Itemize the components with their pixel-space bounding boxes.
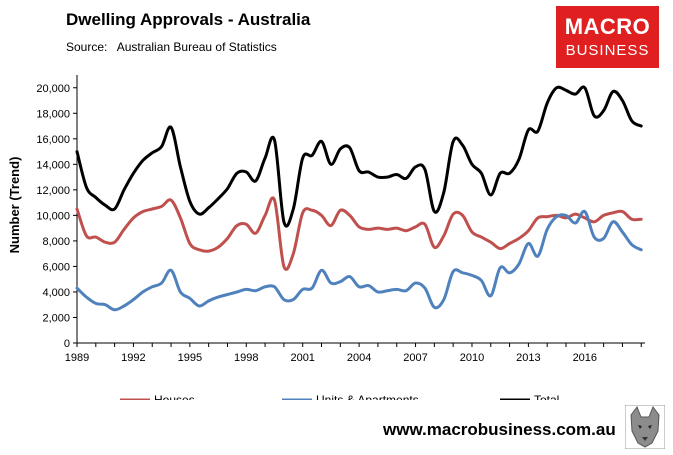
houses-line xyxy=(75,196,643,271)
y-tick-label: 12,000 xyxy=(36,185,70,197)
x-tick-label: 1998 xyxy=(234,352,258,364)
y-tick-label: 8,000 xyxy=(42,236,70,248)
units-apartments-line xyxy=(75,209,643,312)
y-tick-label: 6,000 xyxy=(42,261,70,273)
logo-line-2: BUSINESS xyxy=(565,42,650,59)
x-tick-label: 2010 xyxy=(460,352,484,364)
axes: 0 2,000 4,000 6,000 8,000 10,000 12,000 14,000 1… xyxy=(36,75,645,364)
series-lines xyxy=(75,85,643,312)
y-tick-label: 18,000 xyxy=(36,108,70,120)
line-chart: 0 2,000 4,000 6,000 8,000 10,000 12,000 14,000 1… xyxy=(7,75,645,400)
x-tick-label: 2016 xyxy=(573,352,597,364)
y-tick-label: 0 xyxy=(64,338,70,350)
legend-total-label: Total xyxy=(534,393,559,400)
y-tick-label: 2,000 xyxy=(42,312,70,324)
y-tick-label: 14,000 xyxy=(36,159,70,171)
y-axis-label: Number (Trend) xyxy=(7,157,22,254)
source-note: Source: Australian Bureau of Statistics xyxy=(66,40,277,54)
y-tick-label: 16,000 xyxy=(36,134,70,146)
x-tick-label: 1989 xyxy=(65,352,89,364)
x-tick-label: 1995 xyxy=(178,352,202,364)
x-tick-label: 2013 xyxy=(516,352,540,364)
y-tick-label: 20,000 xyxy=(36,83,70,95)
logo-line-1: MACRO xyxy=(564,14,651,39)
legend-units-apartments-label: Units & Apartments xyxy=(316,393,419,400)
x-tick-label: 1992 xyxy=(121,352,145,364)
total-line xyxy=(75,85,643,228)
macrobusiness-logo: MACRO BUSINESS xyxy=(556,6,659,68)
website-url: www.macrobusiness.com.au xyxy=(383,420,616,439)
x-tick-label: 2004 xyxy=(347,352,371,364)
x-tick-label: 2007 xyxy=(403,352,427,364)
wolf-mascot-icon xyxy=(625,405,665,449)
y-tick-label: 10,000 xyxy=(36,210,70,222)
legend-houses-label: Houses xyxy=(154,393,195,400)
x-tick-label: 2001 xyxy=(290,352,314,364)
y-tick-label: 4,000 xyxy=(42,287,70,299)
legend: Houses Units & Apartments Total xyxy=(120,393,559,400)
chart-title: Dwelling Approvals - Australia xyxy=(66,10,311,29)
